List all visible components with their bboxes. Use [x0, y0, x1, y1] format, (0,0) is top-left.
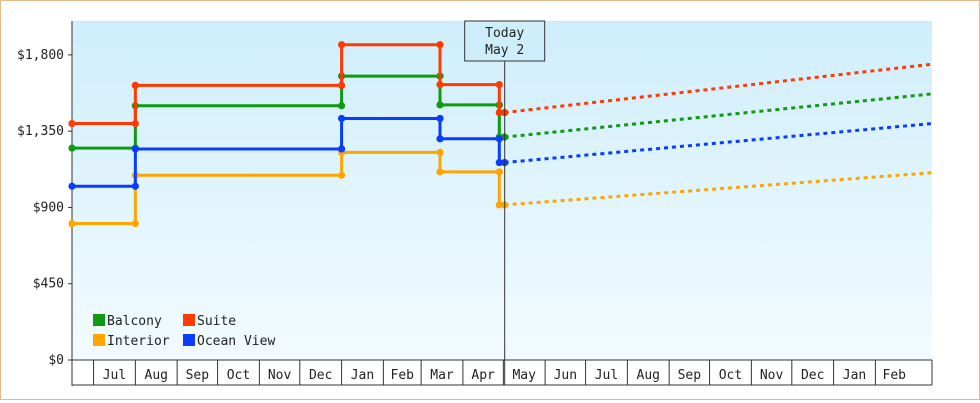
x-tick-label: Feb: [883, 368, 907, 383]
x-tick-label: Mar: [430, 368, 454, 383]
legend-swatch-ocean-view: [183, 334, 195, 346]
x-tick-label: Aug: [637, 368, 660, 383]
x-tick-label: Nov: [268, 368, 292, 383]
x-tick-label: Jul: [103, 368, 126, 383]
legend-swatch-suite: [183, 314, 195, 326]
ocean-view-point: [68, 182, 76, 190]
interior-point: [436, 148, 444, 156]
legend-label-suite: Suite: [197, 314, 236, 329]
y-tick-label: $1,800: [17, 48, 64, 63]
x-tick-label: Oct: [719, 368, 742, 383]
balcony-point: [337, 102, 346, 110]
interior-point: [436, 168, 444, 176]
suite-point: [337, 81, 346, 90]
plot-background: [72, 21, 932, 360]
suite-point: [436, 41, 444, 49]
suite-history-line: [72, 43, 505, 126]
legend-label-interior: Interior: [107, 334, 170, 349]
y-axis: $0 $450 $900 $1,350 $1,800: [17, 21, 73, 386]
ocean-view-point: [131, 145, 139, 153]
legend-swatch-balcony: [93, 314, 105, 326]
x-axis: Jul Aug Sep Oct Nov Dec Jan Feb Mar Apr May Jun Jul A…: [72, 359, 933, 386]
series-layer: [68, 41, 933, 228]
ocean-view-point: [436, 135, 444, 143]
x-tick-label: Dec: [801, 368, 824, 383]
y-tick-label: $1,350: [17, 124, 64, 139]
y-tick-label: $0: [48, 353, 64, 368]
x-tick-label: Aug: [145, 368, 168, 383]
interior-point: [131, 219, 139, 228]
x-tick-label: Apr: [471, 368, 495, 383]
suite-point: [337, 41, 346, 49]
suite-point: [495, 108, 503, 117]
suite-point: [495, 80, 503, 89]
interior-history-line: [72, 150, 505, 226]
ocean-view-point: [337, 114, 346, 123]
interior-point: [337, 171, 346, 179]
x-tick-label: Jun: [554, 368, 577, 383]
suite-point: [131, 81, 139, 90]
suite-point: [131, 119, 139, 128]
interior-point: [495, 201, 503, 209]
ocean-view-point: [131, 182, 139, 190]
x-tick-label: Jan: [351, 368, 374, 383]
today-label: Today: [485, 26, 524, 41]
x-tick-label: Sep: [186, 368, 210, 383]
today-marker: Today May 2: [464, 20, 546, 385]
x-tick-label: Jul: [595, 368, 618, 383]
ocean-view-point: [495, 158, 503, 167]
balcony-point: [436, 101, 444, 109]
x-tick-label: Dec: [309, 368, 332, 383]
suite-point: [436, 80, 444, 89]
ocean-view-point: [337, 145, 346, 153]
legend: Balcony Suite Interior Ocean View: [93, 314, 275, 349]
x-tick-label: Jan: [843, 368, 866, 383]
y-tick-label: $900: [33, 200, 64, 215]
today-label-box: [464, 20, 546, 62]
ocean-view-history-line: [72, 116, 505, 188]
balcony-point: [68, 144, 76, 152]
x-tick-label: Sep: [678, 368, 702, 383]
x-tick-label: Oct: [227, 368, 250, 383]
today-date: May 2: [485, 43, 524, 58]
ocean-view-point: [495, 135, 503, 143]
y-tick-label: $450: [33, 277, 64, 292]
legend-label-ocean-view: Ocean View: [197, 334, 275, 349]
x-tick-label: Nov: [760, 368, 784, 383]
interior-point: [495, 168, 503, 176]
series-suite: [68, 41, 933, 128]
x-tick-label: May: [512, 368, 536, 383]
legend-label-balcony: Balcony: [107, 314, 162, 329]
suite-point: [68, 119, 76, 128]
interior-point: [68, 219, 76, 228]
legend-swatch-interior: [93, 334, 105, 346]
ocean-view-point: [436, 114, 444, 123]
x-tick-label: Feb: [391, 368, 415, 383]
